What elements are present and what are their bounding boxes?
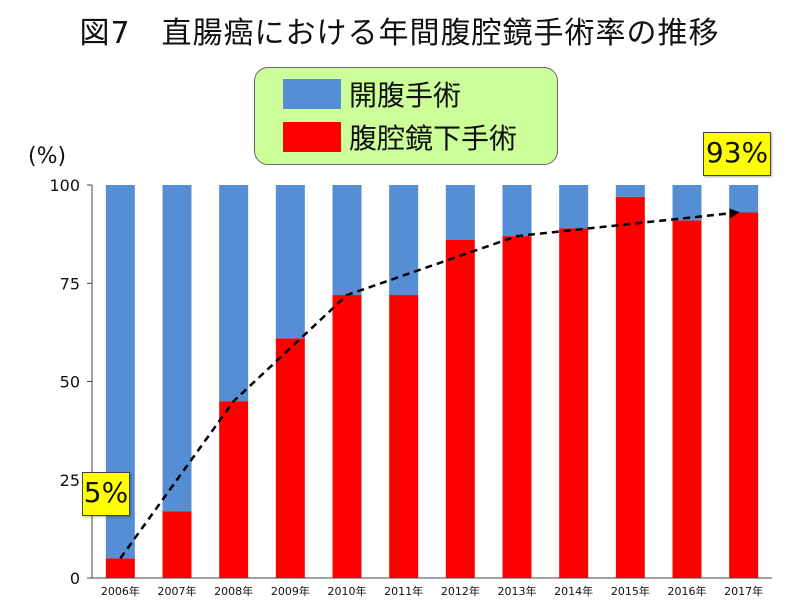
x-tick-label: 2011年 [384,584,423,598]
x-tick-label: 2016年 [668,584,707,598]
bar-open-surgery [219,185,249,402]
bar-laparoscopic [445,240,475,578]
bar-open-surgery [445,185,475,241]
bar-laparoscopic [389,295,419,578]
trend-line [119,208,740,560]
legend-label-laparoscopic: 腹腔鏡下手術 [349,122,518,155]
bar-laparoscopic [162,511,192,578]
x-tick-label: 2017年 [724,584,763,598]
bar-laparoscopic [219,401,249,578]
legend-label-open-surgery: 開腹手術 [349,79,462,112]
x-tick-label: 2010年 [328,584,367,598]
x-tick-label: 2006年 [101,584,140,598]
x-tick-label: 2015年 [611,584,650,598]
callout-end-value: 93% [703,132,771,176]
y-tick-label: 100 [49,176,80,195]
chart-title: 図7 直腸癌における年間腹腔鏡手術率の推移 [79,16,720,51]
bar-open-surgery [559,185,589,229]
y-tick-label: 0 [70,569,80,588]
x-tick-label: 2014年 [554,584,593,598]
bar-laparoscopic [615,196,645,579]
bar-open-surgery [615,185,645,197]
bar-laparoscopic [672,220,702,578]
x-tick-label: 2013年 [498,584,537,598]
bar-open-surgery [729,185,759,213]
bar-laparoscopic [105,558,135,578]
bar-laparoscopic [502,236,532,578]
legend-swatch-laparoscopic [283,122,341,152]
callout-start-value: 5% [82,472,130,516]
x-tick-label: 2008年 [214,584,253,598]
bar-laparoscopic [332,295,362,578]
legend-item-laparoscopic: 腹腔鏡下手術 [283,121,517,155]
y-axis-unit-label: (%) [28,144,67,169]
y-tick-label: 25 [60,471,80,490]
bar-laparoscopic [275,338,305,578]
y-tick-label: 75 [60,274,80,293]
bar-open-surgery [162,185,192,512]
legend-swatch-open-surgery [283,79,341,109]
x-tick-label: 2012年 [441,584,480,598]
x-tick-label: 2007年 [158,584,197,598]
legend-item-open-surgery: 開腹手術 [283,78,461,112]
x-tick-label: 2009年 [271,584,310,598]
bar-open-surgery [672,185,702,221]
y-tick-label: 50 [60,373,80,392]
legend: 開腹手術 腹腔鏡下手術 [254,67,558,165]
bar-open-surgery [332,185,362,296]
bar-laparoscopic [559,228,589,579]
bar-open-surgery [502,185,532,237]
bar-open-surgery [275,185,305,339]
bar-laparoscopic [729,212,759,578]
